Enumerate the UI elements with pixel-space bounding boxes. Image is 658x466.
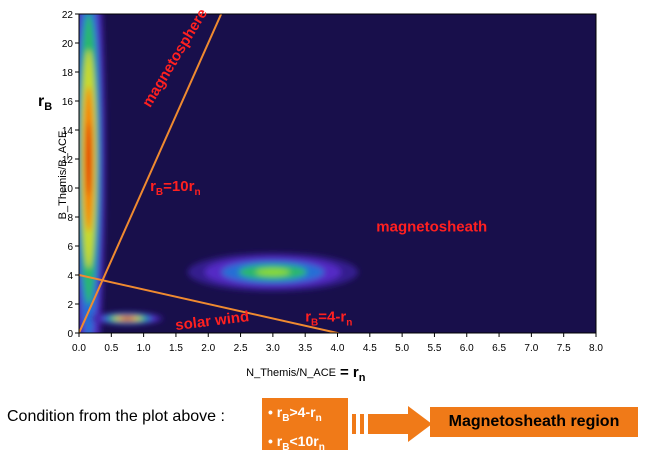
arrow-icon [352, 406, 432, 442]
chart: 0.0 0.5 1.0 1.5 2.0 2.5 3.0 3.5 4.0 4.5 5.0 5.5 6.0 6… [38, 6, 604, 384]
condition-item: • rB>4-rn [268, 404, 322, 424]
x-tick-label: 8.0 [589, 343, 603, 354]
x-tick-label: 2.5 [234, 343, 248, 354]
x-tick-label: 0.5 [104, 343, 118, 354]
y-tick-label: 12 [62, 155, 74, 166]
density-layer [79, 14, 596, 333]
y-tick-label: 18 [62, 68, 74, 79]
y-tick-label: 10 [62, 184, 74, 195]
x-tick-label: 3.5 [298, 343, 312, 354]
density-cluster [91, 312, 164, 325]
y-axis-label: B_Themis/B_ACE [57, 131, 69, 220]
y-tick-label: 0 [67, 329, 73, 340]
x-tick-label: 4.5 [363, 343, 377, 354]
density-cluster [187, 252, 359, 292]
y-tick-label: 4 [67, 271, 73, 282]
x-axis-symbol: = rn [340, 364, 366, 384]
density-background [79, 14, 596, 333]
y-tick-label: 20 [62, 39, 74, 50]
condition-item: • rB<10rn [268, 432, 325, 453]
y-tick-label: 16 [62, 97, 74, 108]
x-tick-label: 6.0 [460, 343, 474, 354]
y-tick-label: 2 [67, 300, 73, 311]
x-tick-label: 1.0 [137, 343, 151, 354]
y-tick-label: 6 [67, 242, 73, 253]
x-tick-label: 5.0 [395, 343, 409, 354]
annotation-label: magnetosheath [376, 219, 487, 236]
y-tick-label: 14 [62, 126, 74, 137]
condition-label: Condition from the plot above : [7, 408, 225, 425]
y-axis-symbol: rB [38, 93, 52, 113]
x-tick-label: 4.0 [331, 343, 345, 354]
y-tick-label: 8 [67, 213, 73, 224]
y-tick-label: 22 [62, 10, 74, 21]
density-cluster [79, 14, 106, 333]
x-tick-label: 3.0 [266, 343, 280, 354]
x-tick-label: 7.0 [524, 343, 538, 354]
axes: 0.0 0.5 1.0 1.5 2.0 2.5 3.0 3.5 4.0 4.5 5.0 5.5 6.0 6… [62, 10, 604, 354]
x-tick-label: 0.0 [72, 343, 86, 354]
x-tick-label: 5.5 [427, 343, 441, 354]
x-axis-label: N_Themis/N_ACE [246, 367, 336, 379]
x-tick-label: 7.5 [557, 343, 571, 354]
boundary-line [79, 14, 223, 333]
result-box: Magnetosheath region [430, 407, 638, 437]
annotation-label: rB=10rn [150, 178, 200, 198]
x-tick-label: 2.0 [201, 343, 215, 354]
x-tick-label: 1.5 [169, 343, 183, 354]
x-tick-label: 6.5 [492, 343, 506, 354]
boundary-line [79, 274, 343, 333]
condition-box: • rB>4-rn • rB<10rn [262, 398, 348, 453]
annotation-label: rB=4-rn [305, 308, 352, 328]
boundary-lines [79, 14, 343, 333]
